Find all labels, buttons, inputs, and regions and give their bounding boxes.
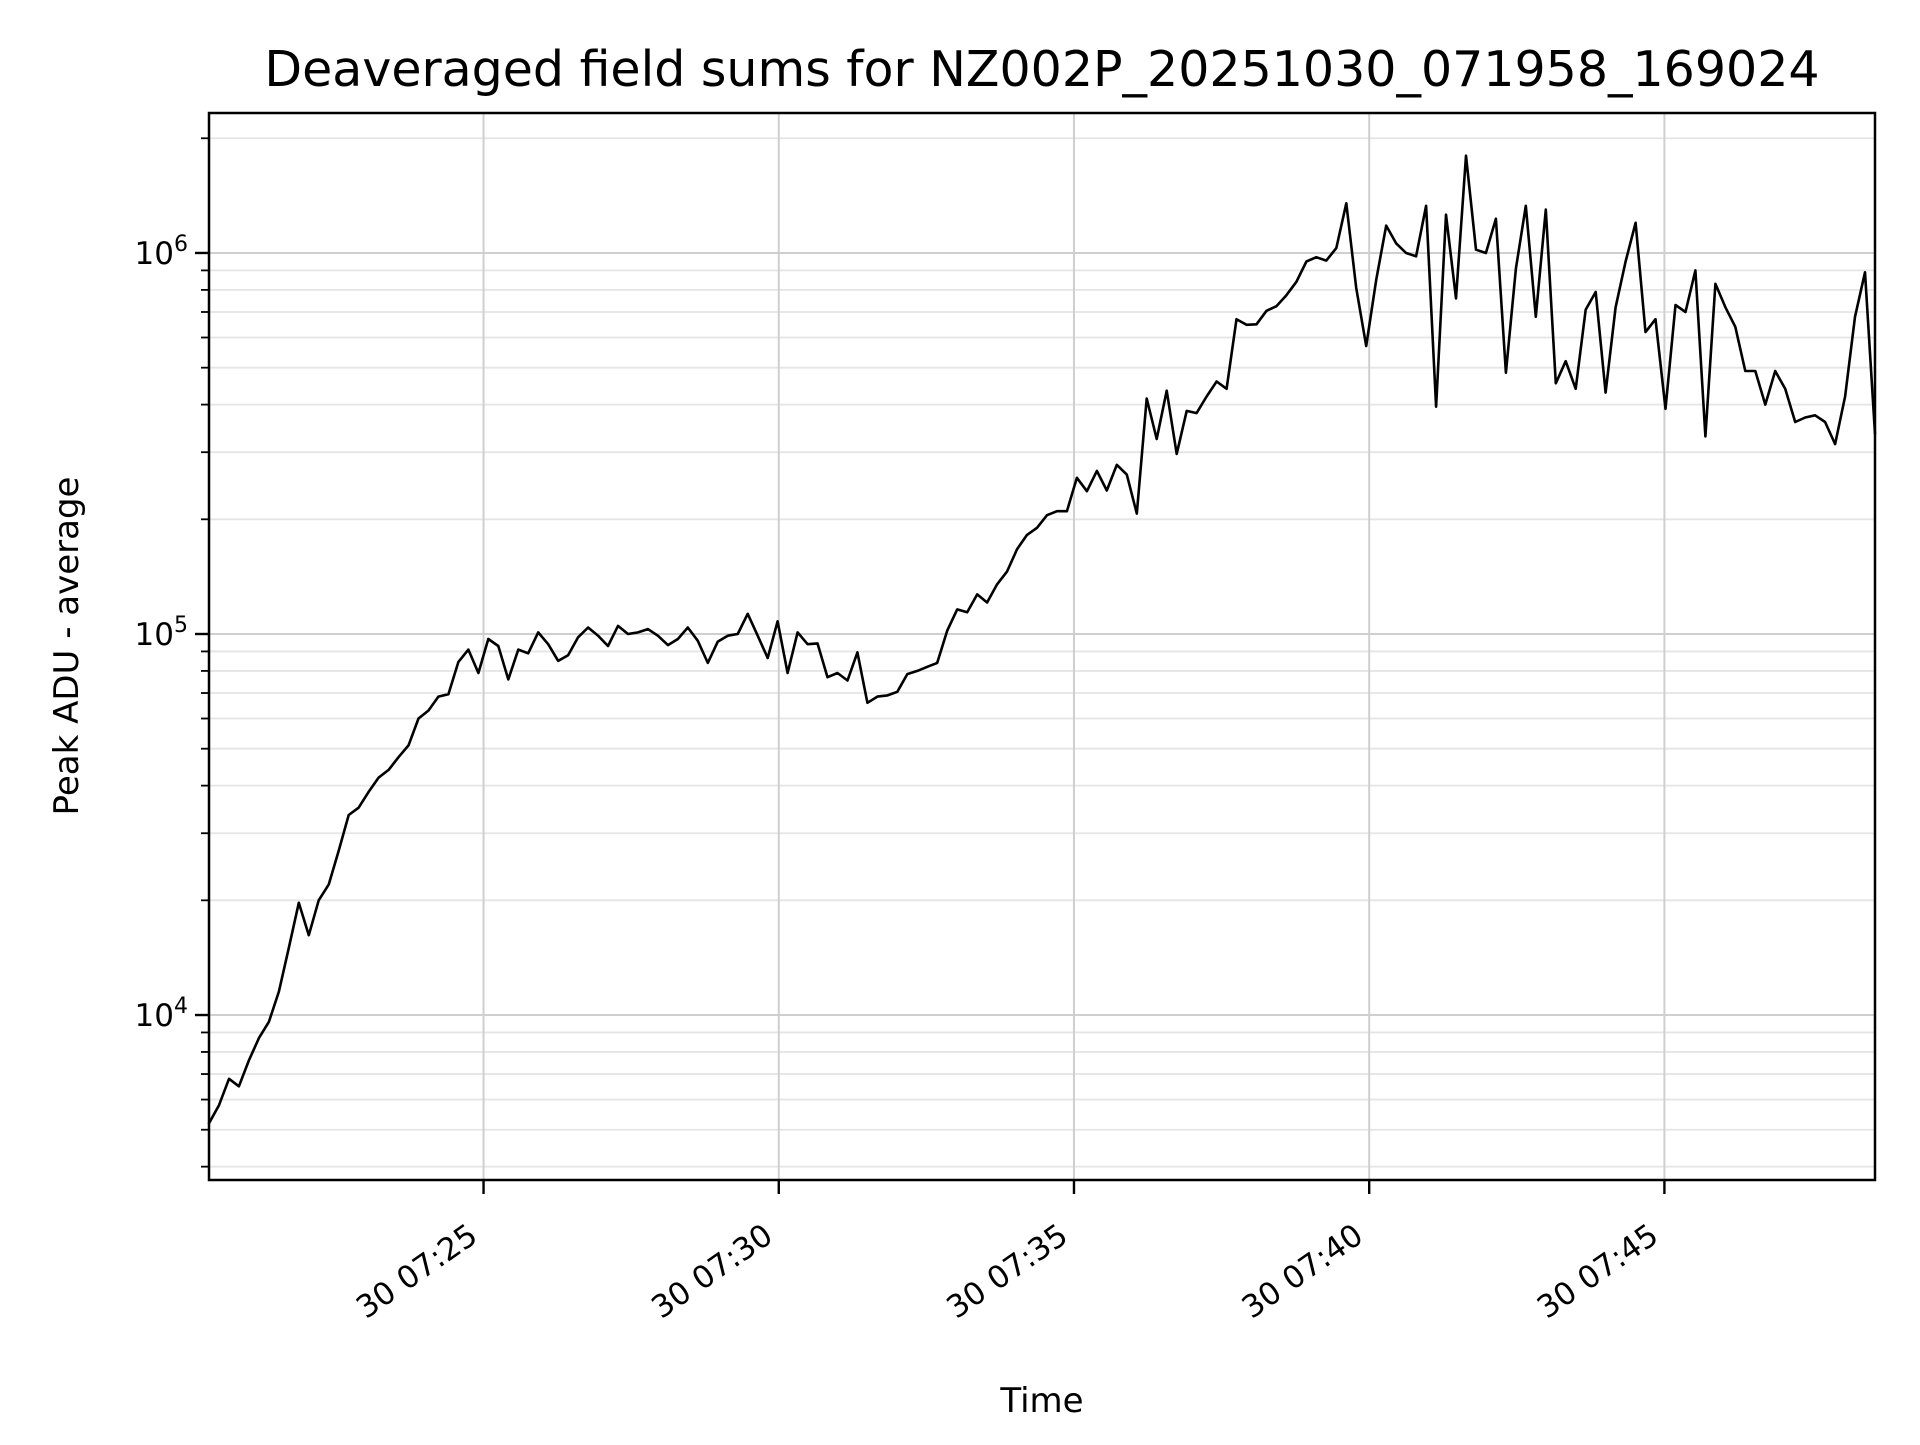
x-tick-label: 30 07:45 bbox=[1531, 1217, 1665, 1326]
series-polyline bbox=[207, 154, 1877, 1125]
x-axis-label: Time bbox=[999, 1381, 1083, 1421]
x-tick-label: 30 07:30 bbox=[645, 1217, 779, 1326]
y-tick-label: 106 bbox=[135, 232, 188, 272]
data-series bbox=[207, 154, 1877, 1125]
x-tick-labels: 30 07:25 30 07:30 30 07:35 30 07:40 30 0… bbox=[350, 1217, 1665, 1326]
axis-ticks bbox=[195, 137, 1666, 1194]
minor-gridlines bbox=[209, 137, 1875, 1168]
y-tick-labels: 104 105 106 bbox=[135, 232, 188, 1034]
major-gridlines bbox=[209, 113, 1875, 1180]
plot-border bbox=[207, 111, 1877, 1182]
x-tick-label: 30 07:25 bbox=[350, 1217, 484, 1326]
y-axis-label: Peak ADU - average bbox=[47, 477, 87, 816]
chart-title: Deaveraged field sums for NZ002P_2025103… bbox=[264, 41, 1819, 98]
y-tick-label: 104 bbox=[135, 994, 188, 1034]
y-tick-label: 105 bbox=[135, 613, 188, 653]
x-tick-label: 30 07:40 bbox=[1236, 1217, 1370, 1326]
x-tick-label: 30 07:35 bbox=[940, 1217, 1074, 1326]
